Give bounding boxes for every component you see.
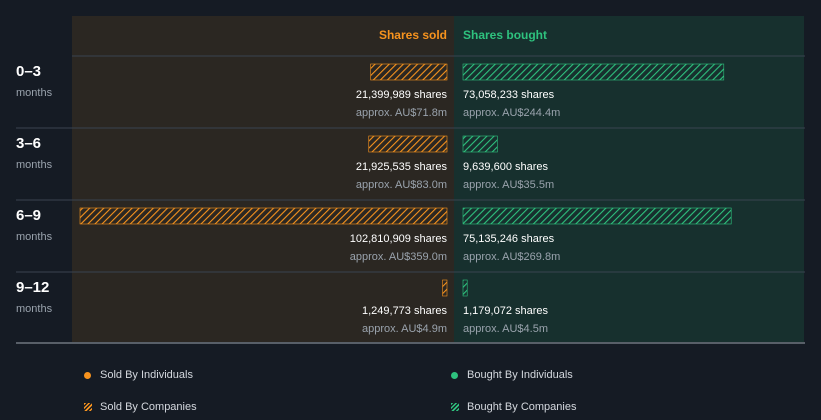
period-label: 6–9	[16, 207, 41, 224]
bought-bar	[462, 63, 725, 81]
period-unit-label: months	[16, 231, 53, 243]
bought-value-label: approx. AU$269.8m	[463, 251, 560, 263]
sold-bar	[79, 207, 448, 225]
sold-value-label: approx. AU$71.8m	[356, 107, 447, 119]
bought-value-label: approx. AU$244.4m	[463, 107, 560, 119]
shares-bought-header: Shares bought	[463, 28, 547, 42]
sold-bar	[442, 279, 448, 297]
period-label: 3–6	[16, 135, 41, 152]
legend-bought-companies-label: Bought By Companies	[467, 401, 577, 413]
sold-shares-label: 21,925,535 shares	[356, 161, 448, 173]
legend-sold-individuals-label: Sold By Individuals	[100, 369, 193, 381]
period-unit-label: months	[16, 303, 53, 315]
legend-sold-individuals: Sold By Individuals	[84, 369, 193, 381]
legend-hatch-green-icon	[451, 403, 459, 411]
bought-bar	[462, 207, 732, 225]
bought-value-label: approx. AU$4.5m	[463, 323, 548, 335]
bought-shares-label: 75,135,246 shares	[463, 233, 555, 245]
sold-bar	[370, 63, 448, 81]
bought-shares-label: 73,058,233 shares	[463, 89, 555, 101]
legend-bought-companies: Bought By Companies	[451, 401, 576, 413]
period-label: 0–3	[16, 63, 41, 80]
bought-shares-label: 9,639,600 shares	[463, 161, 549, 173]
legend-dot-green-icon	[451, 371, 458, 379]
sold-bar	[368, 135, 448, 153]
legend-sold-companies-label: Sold By Companies	[100, 401, 197, 413]
sold-shares-label: 102,810,909 shares	[350, 233, 448, 245]
legend-sold-companies: Sold By Companies	[84, 401, 197, 413]
legend-bought-individuals-label: Bought By Individuals	[467, 369, 573, 381]
bought-bar	[462, 279, 468, 297]
period-unit-label: months	[16, 159, 53, 171]
bought-bar	[462, 135, 498, 153]
legend-hatch-orange-icon	[84, 403, 92, 411]
sold-shares-label: 21,399,989 shares	[356, 89, 448, 101]
sold-value-label: approx. AU$4.9m	[362, 323, 447, 335]
sold-shares-label: 1,249,773 shares	[362, 305, 448, 317]
shares-sold-header: Shares sold	[379, 28, 447, 42]
period-label: 9–12	[16, 279, 49, 296]
legend-dot-orange-icon	[84, 371, 91, 379]
period-unit-label: months	[16, 87, 53, 99]
bought-value-label: approx. AU$35.5m	[463, 179, 554, 191]
legend-bought-individuals: Bought By Individuals	[451, 369, 573, 381]
bought-shares-label: 1,179,072 shares	[463, 305, 549, 317]
sold-value-label: approx. AU$83.0m	[356, 179, 447, 191]
sold-value-label: approx. AU$359.0m	[350, 251, 447, 263]
